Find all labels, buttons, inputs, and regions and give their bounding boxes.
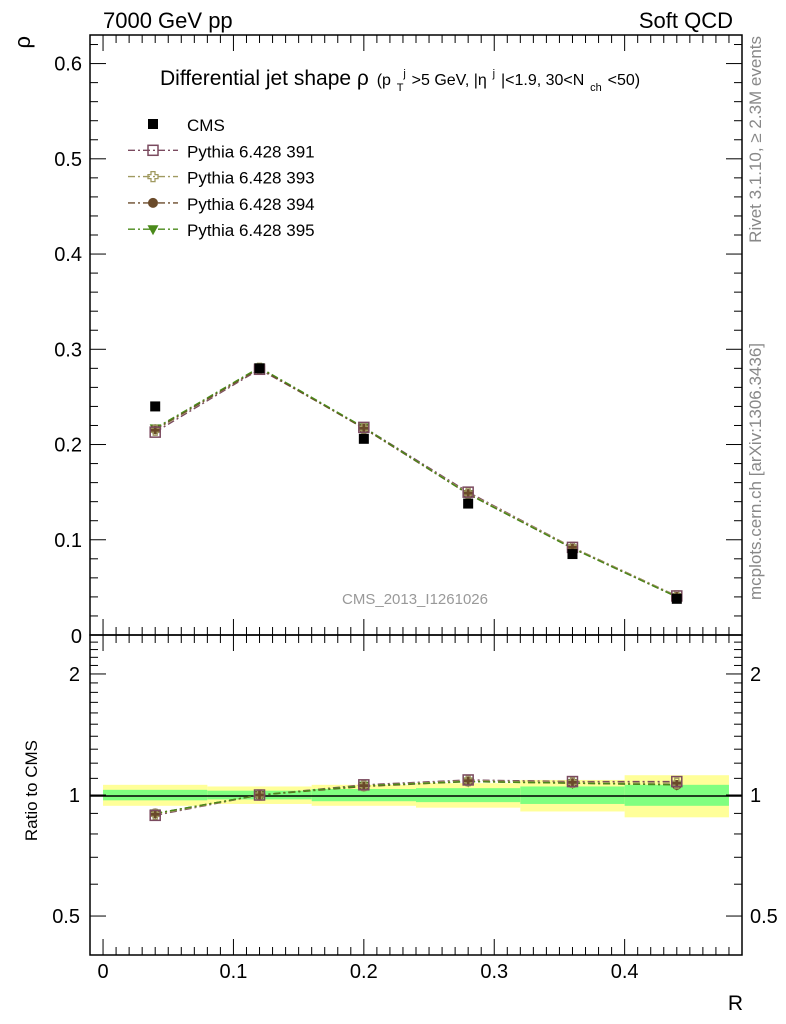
main-y-tick-label: 0.4 (54, 244, 82, 266)
ratio-band-green (520, 786, 625, 804)
legend-label-pythia-6-428-395: Pythia 6.428 395 (187, 221, 315, 240)
ratio-point-pythia-6-428-391 (671, 775, 683, 788)
ratio-point-pythia-6-428-391 (253, 789, 266, 801)
data-point-cms (358, 433, 369, 444)
title-cut-1: (p (377, 72, 391, 89)
main-panel: 0.1 0.2 0.3 0.4 0.5 0.6 0 ρ Differential jet s… (10, 34, 743, 648)
ratio-band-green (311, 788, 416, 802)
ratio-band-green (416, 788, 521, 803)
title-cut-sup: j (402, 68, 405, 80)
data-point-pythia-6-428-391 (149, 426, 161, 438)
x-tick-label: 0 (97, 961, 108, 983)
legend-label-pythia-6-428-391: Pythia 6.428 391 (187, 142, 315, 161)
chart-title: Differential jet shape ρ (p T j >5 GeV, … (160, 59, 640, 96)
legend: CMS Pythia 6.428 391 Pythia 6.428 393 Pythi… (128, 116, 315, 240)
ratio-panel: 0.5 0.5 1 1 2 2 0 0.1 0.2 0.3 0.4 Ratio to CMS R (22, 634, 778, 1015)
title-cut-3-sub: ch (590, 82, 602, 94)
ratio-y-tick-label-left: 1 (69, 785, 80, 807)
ratio-y-tick-label-right: 2 (750, 664, 761, 686)
legend-label-cms: CMS (187, 116, 225, 135)
ratio-point-pythia-6-428-391 (149, 809, 161, 822)
legend-label-pythia-6-428-394: Pythia 6.428 394 (187, 195, 315, 214)
ratio-y-tick-label-right: 0.5 (750, 906, 778, 928)
data-point-cms (567, 549, 578, 560)
rivet-version-label: Rivet 3.1.10, ≥ 2.3M events (746, 36, 765, 243)
header-energy-label: 7000 GeV pp (103, 8, 233, 33)
ratio-x-axis: 0 0.1 0.2 0.3 0.4 (97, 635, 730, 983)
legend-marker-pythia-6-428-393 (147, 170, 159, 183)
legend-marker-pythia-6-428-395 (147, 225, 159, 236)
header-category-label: Soft QCD (639, 8, 733, 33)
series-line-pythia-6-428-393 (154, 367, 678, 597)
ratio-point-pythia-6-428-391 (566, 775, 579, 788)
ratio-band-green (103, 789, 208, 801)
x-tick-label: 0.1 (220, 961, 248, 983)
title-cut-2: >5 GeV, |η (412, 72, 487, 89)
main-y-tick-label: 0.3 (54, 339, 82, 361)
series-line-pythia-6-428-394 (154, 367, 678, 598)
main-y-tick-label: 0.5 (54, 149, 82, 171)
main-y-axis-label: ρ (10, 36, 35, 49)
title-cut-2-sup: j (492, 68, 495, 80)
main-y-axis: 0.1 0.2 0.3 0.4 0.5 0.6 0 (54, 44, 742, 648)
data-point-cms (463, 498, 474, 509)
main-series-group (149, 362, 683, 604)
ratio-point-pythia-6-428-391 (358, 779, 370, 791)
series-line-pythia-6-428-395 (154, 366, 678, 598)
analysis-id-watermark: CMS_2013_I1261026 (342, 591, 488, 608)
main-y-tick-label: 0.2 (54, 435, 82, 457)
ratio-line-pythia-6-428-393 (155, 780, 677, 816)
main-y-tick-label-zero: 0 (71, 626, 82, 648)
ratio-line-pythia-6-428-395 (155, 780, 677, 815)
legend-marker-cms (148, 119, 158, 129)
legend-marker-pythia-6-428-391 (147, 144, 159, 157)
series-line-pythia-6-428-391 (154, 368, 678, 597)
main-y-tick-label: 0.1 (54, 530, 82, 552)
data-point-pythia-6-428-391 (358, 421, 370, 434)
ratio-series-group (149, 774, 683, 822)
x-tick-label: 0.3 (480, 961, 508, 983)
data-point-cms (671, 593, 682, 604)
title-cut-4: <50) (608, 72, 640, 89)
ratio-y-tick-label-right: 1 (750, 785, 761, 807)
x-tick-label: 0.4 (611, 961, 639, 983)
main-y-tick-label: 0.6 (54, 54, 82, 76)
ratio-point-pythia-6-428-391 (462, 774, 474, 786)
mcplots-reference-label: mcplots.cern.ch [arXiv:1306.3436] (746, 343, 765, 600)
ratio-point-pythia-6-428-394 (254, 790, 265, 800)
legend-marker-pythia-6-428-394 (148, 197, 158, 208)
ratio-line-pythia-6-428-391 (155, 779, 677, 817)
ratio-y-axis-label: Ratio to CMS (22, 740, 41, 841)
title-cut-3: |<1.9, 30<N (501, 72, 584, 89)
title-cut-sub: T (397, 82, 404, 94)
main-x-axis-ticks (102, 35, 730, 635)
data-point-cms (150, 401, 161, 412)
ratio-y-axis: 0.5 0.5 1 1 2 2 (52, 641, 778, 956)
data-point-pythia-6-428-391 (462, 486, 474, 498)
ratio-y-tick-label-left: 2 (69, 664, 80, 686)
data-point-cms (254, 363, 265, 374)
x-axis-label: R (728, 992, 743, 1015)
title-main: Differential jet shape ρ (160, 67, 369, 90)
legend-label-pythia-6-428-393: Pythia 6.428 393 (187, 169, 315, 188)
ratio-y-tick-label-left: 0.5 (52, 906, 80, 928)
x-tick-label: 0.2 (350, 961, 378, 983)
